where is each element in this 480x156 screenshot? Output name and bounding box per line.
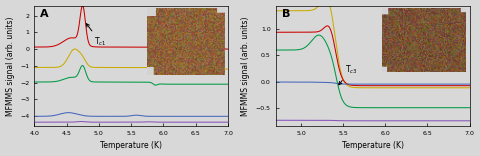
Y-axis label: MFMMS signal (arb. units): MFMMS signal (arb. units) <box>6 16 14 116</box>
Text: T$_{c1}$: T$_{c1}$ <box>86 24 107 48</box>
X-axis label: Temperature (K): Temperature (K) <box>342 141 404 150</box>
Text: B: B <box>282 9 290 19</box>
Text: T$_{c2}$: T$_{c2}$ <box>149 26 162 46</box>
Y-axis label: MFMMS signal (arb. units): MFMMS signal (arb. units) <box>241 16 250 116</box>
Text: A: A <box>40 9 48 19</box>
Text: T$_{c3}$: T$_{c3}$ <box>339 63 358 85</box>
X-axis label: Temperature (K): Temperature (K) <box>100 141 162 150</box>
